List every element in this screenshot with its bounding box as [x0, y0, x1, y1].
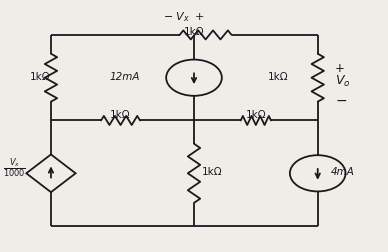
Text: 1kΩ: 1kΩ	[246, 110, 266, 120]
Text: 1kΩ: 1kΩ	[184, 27, 204, 37]
Text: 1kΩ: 1kΩ	[110, 110, 131, 120]
Text: 1kΩ: 1kΩ	[268, 72, 289, 82]
Text: 1kΩ: 1kΩ	[30, 72, 50, 82]
Text: 12mA: 12mA	[109, 72, 140, 82]
Text: 1kΩ: 1kΩ	[202, 166, 222, 176]
Text: $-\ V_x\ +$: $-\ V_x\ +$	[163, 10, 204, 24]
Text: +: +	[335, 62, 345, 75]
Text: 4mA: 4mA	[331, 166, 355, 176]
Text: −: −	[335, 94, 347, 108]
Text: $\frac{V_x}{1000}$: $\frac{V_x}{1000}$	[3, 156, 26, 179]
Text: $V_o$: $V_o$	[335, 73, 351, 88]
